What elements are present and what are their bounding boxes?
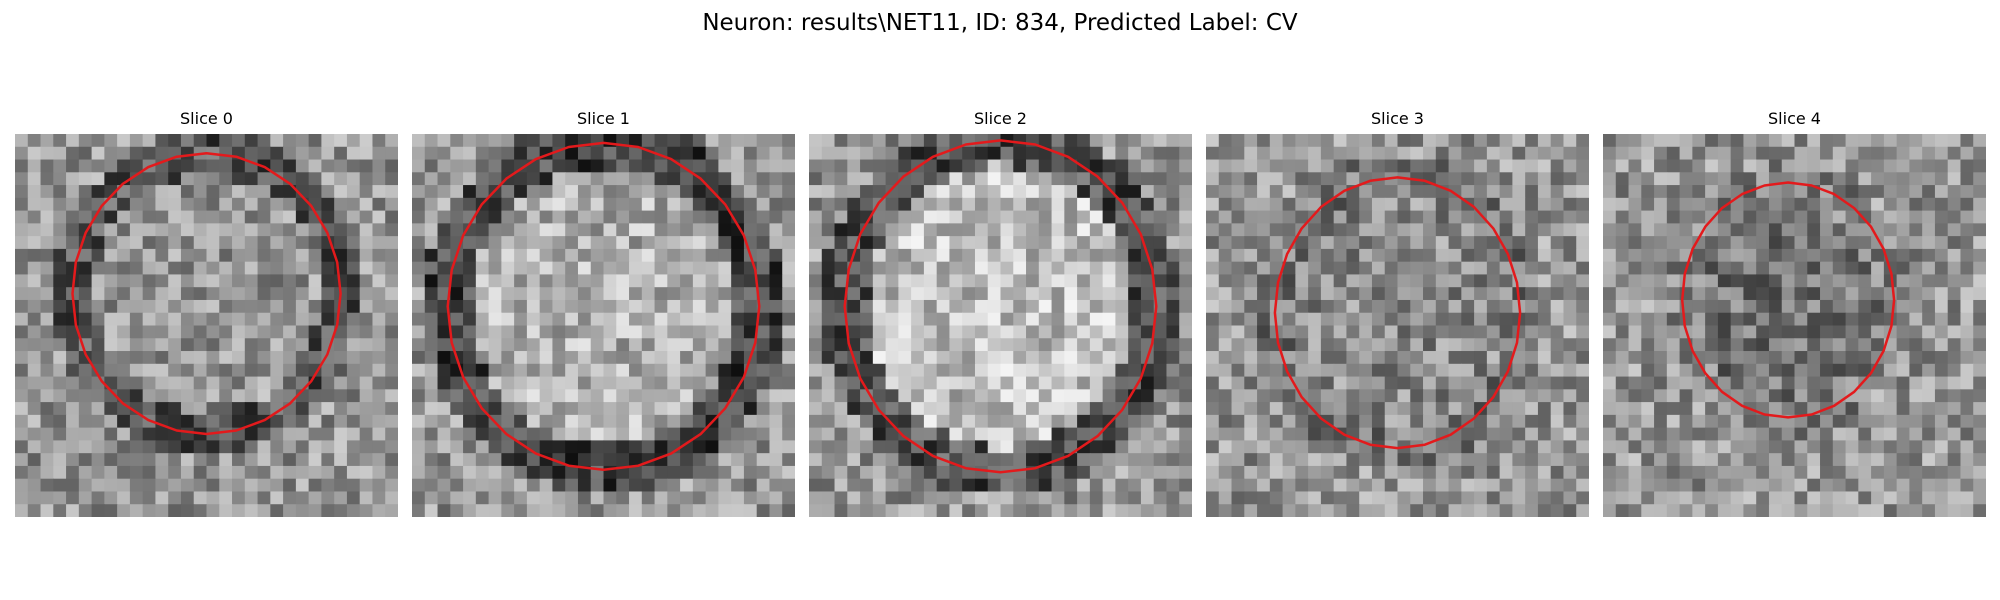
contour-outline (446, 141, 761, 472)
figure-title: Neuron: results\NET11, ID: 834, Predicte… (702, 10, 1298, 36)
slice-panel-0: Slice 0 (15, 108, 398, 517)
contour-outline (71, 151, 342, 436)
pixel-grid (1603, 134, 1986, 517)
contour-outline (843, 139, 1158, 474)
slice-title-0: Slice 0 (180, 109, 233, 128)
pixel-grid (809, 134, 1192, 517)
slice-image-0 (15, 134, 398, 517)
slice-image-1 (412, 134, 795, 517)
slice-panel-1: Slice 1 (412, 108, 795, 517)
pixel-grid (412, 134, 795, 517)
slice-title-2: Slice 2 (974, 109, 1027, 128)
slice-title-4: Slice 4 (1768, 109, 1821, 128)
slice-panel-4: Slice 4 (1603, 108, 1986, 517)
slice-title-1: Slice 1 (577, 109, 630, 128)
pixel-grid (1206, 134, 1589, 517)
contour-outline (1273, 176, 1522, 450)
slice-title-3: Slice 3 (1371, 109, 1424, 128)
slice-image-3 (1206, 134, 1589, 517)
slice-image-2 (809, 134, 1192, 517)
slice-panel-3: Slice 3 (1206, 108, 1589, 517)
slice-image-4 (1603, 134, 1986, 517)
pixel-grid (15, 134, 398, 517)
contour-outline (1680, 181, 1896, 419)
slice-panel-2: Slice 2 (809, 108, 1192, 517)
